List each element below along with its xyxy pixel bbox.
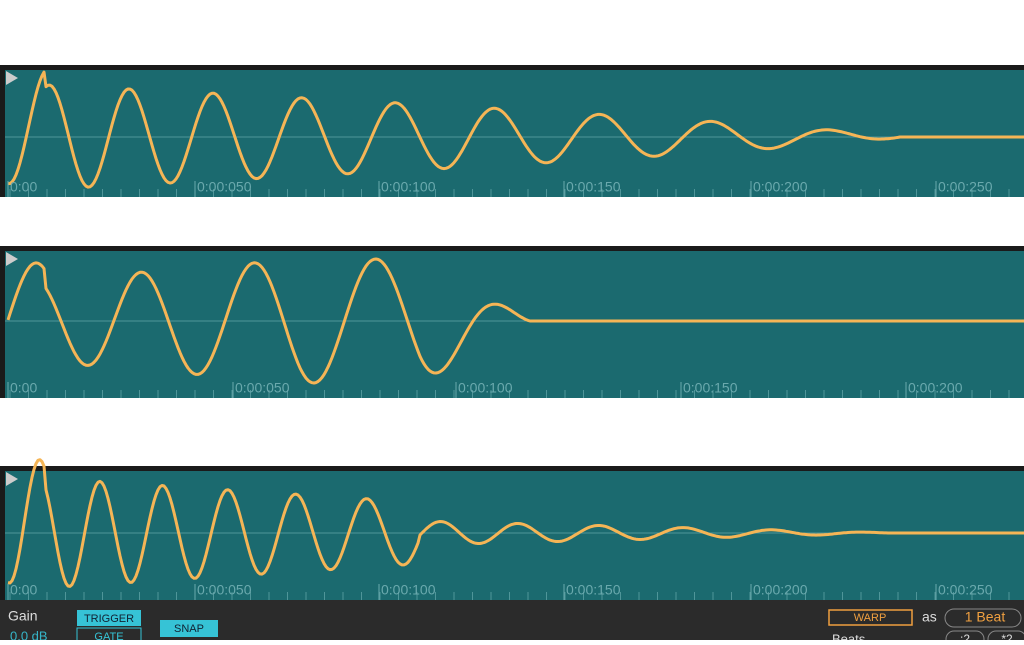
- div-button[interactable]: [945, 630, 985, 645]
- time-label: 0:00:200: [753, 179, 808, 195]
- start-marker: [6, 71, 18, 85]
- time-label: 0:00:250: [938, 582, 993, 598]
- time-label: 0:00:200: [908, 380, 963, 396]
- gate-text: GATE: [94, 631, 123, 640]
- waveform: [7, 70, 1024, 189]
- warp-text: WARP: [854, 612, 887, 624]
- beats-label: Beats: [832, 631, 866, 640]
- div-text: :2: [960, 632, 970, 640]
- snap-button[interactable]: [160, 620, 218, 637]
- time-label: 0:00:150: [566, 179, 621, 195]
- time-label: 0:00:050: [197, 582, 252, 598]
- snap-text: SNAP: [174, 623, 204, 635]
- trigger-button[interactable]: [77, 610, 141, 626]
- start-marker: [6, 252, 18, 266]
- panel-border: [0, 65, 5, 197]
- waveform-panel: [0, 65, 1024, 197]
- time-label: 0:00:150: [683, 380, 738, 396]
- time-label: 0:00: [10, 179, 37, 195]
- panel-border: [0, 466, 1024, 471]
- warp-button[interactable]: [828, 609, 913, 626]
- panel-border: [0, 246, 1024, 251]
- beat-box[interactable]: [944, 608, 1022, 628]
- time-label: 0:00: [10, 582, 37, 598]
- mul-text: *2: [1001, 632, 1013, 640]
- time-label: 0:00:100: [381, 179, 436, 195]
- time-label: 0:00:100: [458, 380, 513, 396]
- time-label: 0:00:200: [753, 582, 808, 598]
- panel-border: [0, 466, 5, 600]
- waveform: [7, 458, 1024, 588]
- panel-border: [0, 246, 5, 398]
- start-marker: [6, 472, 18, 486]
- time-label: 0:00:050: [197, 179, 252, 195]
- time-label: 0:00:050: [235, 380, 290, 396]
- time-label: 0:00:100: [381, 582, 436, 598]
- panel-border: [0, 65, 1024, 70]
- gain-label: Gain: [8, 608, 38, 624]
- beat-value: 1 Beat: [965, 609, 1006, 625]
- gain-value[interactable]: 0.0 dB: [10, 628, 48, 643]
- trigger-text: TRIGGER: [84, 613, 134, 625]
- time-label: 0:00: [10, 380, 37, 396]
- time-label: 0:00:250: [938, 179, 993, 195]
- time-label: 0:00:150: [566, 582, 621, 598]
- as-label: as: [922, 609, 937, 625]
- waveform: [6, 257, 1024, 385]
- mul-button[interactable]: [987, 630, 1024, 645]
